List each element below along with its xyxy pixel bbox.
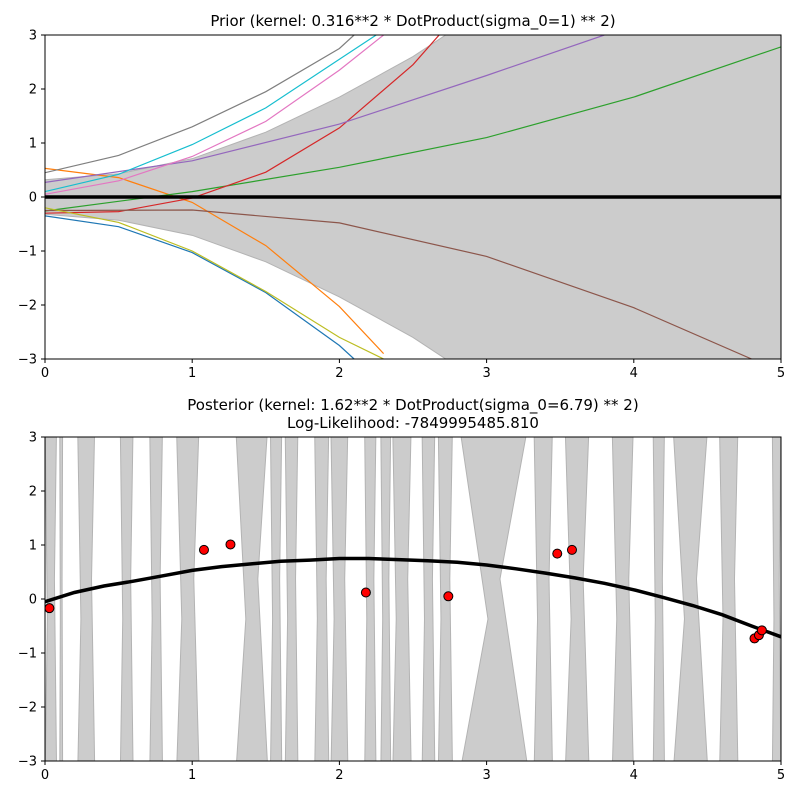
x-tick-label: 1	[188, 768, 196, 783]
posterior-chart-subtitle: Log-Likelihood: -7849995485.810	[287, 414, 539, 432]
std-band-segment	[284, 437, 299, 761]
std-band-segment	[77, 437, 96, 761]
sample-line-4	[45, 35, 605, 183]
prior-chart-title: Prior (kernel: 0.316**2 * DotProduct(sig…	[210, 12, 615, 31]
std-band-segment	[673, 437, 708, 761]
std-band-segment	[719, 437, 739, 761]
std-band-segment	[149, 437, 163, 761]
std-band-segment	[330, 437, 349, 761]
sample-line-0	[45, 215, 355, 359]
std-band-segment	[421, 437, 436, 761]
std-band-segment	[59, 437, 64, 761]
sample-line-8	[45, 207, 384, 359]
y-tick-label: −3	[18, 353, 37, 368]
sample-line-6	[45, 35, 384, 195]
observation-point	[566, 544, 577, 555]
observation-point	[225, 539, 236, 550]
observation-point	[198, 544, 209, 555]
x-tick-label: 5	[777, 768, 785, 783]
y-tick-label: 1	[29, 539, 37, 554]
sample-line-1	[45, 167, 385, 355]
observation-point	[756, 625, 767, 636]
std-band-segment	[364, 437, 377, 761]
x-tick-label: 0	[41, 366, 49, 381]
y-tick-label: 1	[29, 137, 37, 152]
std-band-segment	[235, 437, 268, 761]
observation-point	[443, 591, 454, 602]
sample-line-9	[45, 35, 377, 193]
x-tick-label: 3	[482, 768, 490, 783]
observation-point	[552, 548, 563, 559]
sample-line-5	[45, 209, 752, 359]
sample-line-3	[45, 35, 440, 214]
std-band-segment	[460, 437, 528, 761]
std-band-segment	[270, 437, 283, 761]
mean-line	[45, 556, 781, 639]
prior-chart: Prior (kernel: 0.316**2 * DotProduct(sig…	[18, 12, 785, 381]
std-band-segment	[314, 437, 330, 761]
sample-line-7	[45, 35, 355, 174]
std-band-segment	[533, 437, 553, 761]
x-tick-label: 0	[41, 768, 49, 783]
y-tick-label: −1	[18, 245, 37, 260]
y-tick-label: −2	[18, 299, 37, 314]
y-tick-label: −3	[18, 755, 37, 770]
posterior-chart: Posterior (kernel: 1.62**2 * DotProduct(…	[18, 396, 785, 783]
y-tick-label: 3	[29, 29, 37, 44]
std-band-segment	[176, 437, 200, 761]
std-band-segment	[564, 437, 590, 761]
x-tick-label: 5	[777, 366, 785, 381]
posterior-chart-title: Posterior (kernel: 1.62**2 * DotProduct(…	[187, 396, 638, 415]
y-tick-label: 0	[29, 191, 37, 206]
y-tick-label: 3	[29, 431, 37, 446]
std-band-segment	[771, 437, 781, 761]
x-tick-label: 1	[188, 366, 196, 381]
x-tick-label: 4	[630, 768, 638, 783]
std-band-segment	[380, 437, 392, 761]
x-tick-label: 4	[630, 366, 638, 381]
std-band-segment	[611, 437, 634, 761]
observation-point	[360, 587, 371, 598]
y-tick-label: 2	[29, 485, 37, 500]
y-tick-label: −2	[18, 701, 37, 716]
std-band-segment	[652, 437, 665, 761]
x-tick-label: 2	[335, 768, 343, 783]
x-tick-label: 3	[482, 366, 490, 381]
y-tick-label: 2	[29, 83, 37, 98]
std-band-segment	[392, 437, 412, 761]
y-tick-label: −1	[18, 647, 37, 662]
x-tick-label: 2	[335, 366, 343, 381]
std-band-segment	[119, 437, 134, 761]
observation-point	[45, 603, 55, 614]
sample-line-2	[45, 46, 781, 212]
y-tick-label: 0	[29, 593, 37, 608]
